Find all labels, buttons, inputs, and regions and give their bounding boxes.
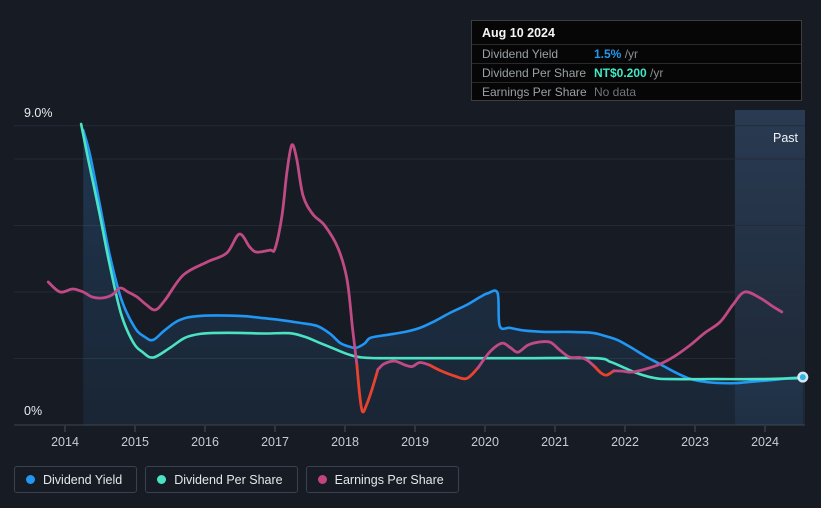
earnings-uncovered-line <box>355 363 380 414</box>
earnings-uncovered-line <box>593 365 616 377</box>
legend-label: Dividend Yield <box>43 472 123 487</box>
past-region-band <box>734 110 805 425</box>
dividend-yield-area <box>83 130 803 425</box>
earnings-per-share-line <box>46 143 359 367</box>
x-axis-tick-label: 2016 <box>191 435 219 449</box>
tooltip-row-dividend-per-share: Dividend Per Share NT$0.200 /yr <box>472 63 801 82</box>
earnings-per-share-dot-icon <box>317 475 327 484</box>
earnings-per-share-line <box>376 359 432 371</box>
earnings-uncovered-line <box>428 363 480 381</box>
dividend-per-share-line <box>79 122 805 381</box>
y-axis-bottom-label: 0% <box>24 404 43 418</box>
x-axis-tick-label: 2021 <box>541 435 569 449</box>
tooltip-value: No data <box>594 85 637 99</box>
x-axis-tick-label: 2018 <box>331 435 359 449</box>
x-axis-tick-label: 2017 <box>261 435 289 449</box>
tooltip-row-earnings-per-share: Earnings Per Share No data <box>472 82 801 101</box>
x-axis-tick-label: 2015 <box>121 435 149 449</box>
x-axis-tick-label: 2022 <box>611 435 639 449</box>
tooltip-label: Dividend Yield <box>482 47 559 61</box>
chart-legend: Dividend Yield Dividend Per Share Earnin… <box>14 466 459 493</box>
y-axis-top-label: 9.0% <box>24 106 53 120</box>
end-marker-dot <box>799 374 806 381</box>
legend-item-earnings-per-share[interactable]: Earnings Per Share <box>305 466 459 493</box>
x-axis-tick-label: 2019 <box>401 435 429 449</box>
x-axis-tick-label: 2014 <box>51 435 79 449</box>
legend-item-dividend-per-share[interactable]: Dividend Per Share <box>145 466 298 493</box>
earnings-per-share-line <box>612 290 784 374</box>
tooltip-date: Aug 10 2024 <box>482 26 555 40</box>
tooltip-label: Earnings Per Share <box>482 85 587 99</box>
legend-label: Dividend Per Share <box>174 472 283 487</box>
earnings-per-share-line <box>476 340 597 370</box>
dividend-yield-line <box>81 128 805 385</box>
dividend-per-share-dot-icon <box>157 475 167 484</box>
tooltip-value: NT$0.200 /yr <box>594 66 664 80</box>
past-region-label: Past <box>773 131 799 145</box>
tooltip-row-dividend-yield: Dividend Yield 1.5% /yr <box>472 44 801 63</box>
x-axis-tick-label: 2020 <box>471 435 499 449</box>
x-axis-tick-label: 2023 <box>681 435 709 449</box>
chart-tooltip: Aug 10 2024 Dividend Yield 1.5% /yr Divi… <box>471 20 802 101</box>
tooltip-value: 1.5% /yr <box>594 47 639 61</box>
tooltip-label: Dividend Per Share <box>482 66 587 80</box>
legend-label: Earnings Per Share <box>334 472 444 487</box>
dividend-yield-dot-icon <box>26 475 35 484</box>
x-axis-tick-label: 2024 <box>751 435 779 449</box>
legend-item-dividend-yield[interactable]: Dividend Yield <box>14 466 138 493</box>
